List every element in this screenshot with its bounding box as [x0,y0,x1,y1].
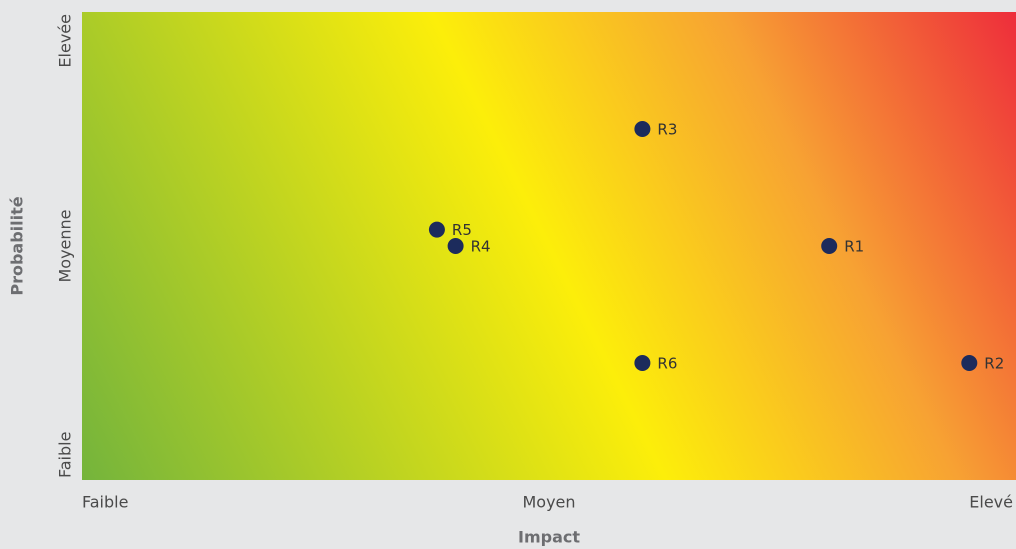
y-tick-label: Faible [56,432,75,478]
x-tick-label: Faible [82,493,128,512]
point-label: R2 [984,355,1004,373]
y-tick-label: Moyenne [56,209,75,282]
risk-point [634,121,651,137]
risk-point [447,238,464,254]
y-axis-title: Probabilité [8,196,27,295]
x-tick-label: Moyen [522,493,575,512]
risk-point [961,355,978,371]
point-label: R3 [657,121,677,139]
point-label: R5 [452,221,472,239]
risk-point [428,221,445,238]
point-label: R4 [471,238,491,256]
risk-point [634,355,651,371]
x-tick-label: Elevé [969,493,1013,512]
point-label: R6 [657,355,677,373]
y-tick-label: Elevée [56,14,75,68]
x-axis-title: Impact [518,528,580,547]
point-label: R1 [844,238,864,256]
risk-point [821,238,838,254]
plot-area [82,12,1016,480]
